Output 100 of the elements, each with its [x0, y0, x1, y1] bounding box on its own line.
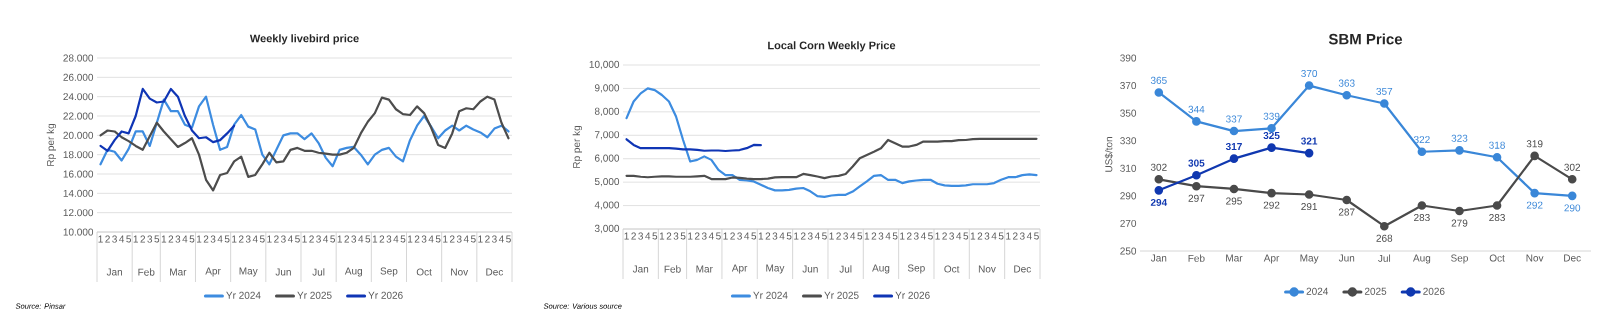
y-tick-label: 12.000 [63, 209, 94, 217]
legend-label: Yr 2024 [226, 291, 261, 299]
x-tick-label: 1 [161, 235, 167, 243]
x-tick-label: 2 [414, 235, 420, 243]
x-tick-label: 2 [765, 232, 771, 240]
text: Sep [380, 267, 398, 277]
x-tick-label: 5 [963, 232, 969, 240]
text: Sep [907, 264, 925, 274]
y-axis-title: Rp per kg [46, 123, 57, 166]
x-tick-label: 1 [758, 232, 764, 240]
x-tick-label: 3 [210, 235, 216, 243]
data-label: 325 [1263, 131, 1280, 140]
x-tick-label: 1 [232, 235, 237, 243]
point [1455, 146, 1464, 155]
x-tick-label: Oct [1489, 254, 1505, 262]
chart-title: Local Corn Weekly Price [768, 41, 896, 52]
x-tick-label: 2 [977, 232, 983, 240]
x-tick-label: 1 [864, 232, 870, 240]
y-tick-label: 18.000 [63, 151, 94, 159]
y-tick-label: 270 [1120, 219, 1137, 227]
x-tick-label: 1 [372, 235, 378, 243]
x-tick-label: 5 [751, 232, 757, 240]
y-tick-label: 250 [1120, 247, 1137, 255]
x-tick-label: 5 [822, 232, 827, 240]
x-tick-label: 3 [456, 235, 462, 243]
y-tick-label: 3,000 [594, 224, 620, 234]
x-tick-label: 2 [485, 235, 490, 243]
point [1267, 188, 1276, 198]
point [1530, 188, 1539, 198]
x-tick-label: 3 [421, 235, 427, 243]
text: Oct [416, 268, 432, 276]
data-label: 365 [1150, 76, 1167, 84]
x-tick-label: 1 [443, 235, 448, 243]
point [1192, 170, 1201, 180]
text: Mar [696, 265, 713, 273]
data-label: 318 [1489, 141, 1505, 149]
y-axis-title: Rp per kg [572, 125, 583, 168]
x-tick-label: 5 [330, 235, 336, 243]
data-label: 337 [1226, 115, 1242, 123]
x-tick-label: 5 [295, 235, 300, 243]
text: Dec [486, 268, 504, 276]
point [1304, 190, 1314, 199]
x-tick-label: Jul [1378, 254, 1391, 262]
y-tick-label: 5,000 [594, 178, 620, 187]
point [1567, 175, 1577, 184]
data-label: 357 [1376, 87, 1393, 95]
x-tick-label: 4 [498, 235, 504, 243]
x-tick-label: 3 [878, 232, 884, 240]
legend-label: Yr 2024 [753, 291, 788, 299]
data-label: 294 [1150, 198, 1168, 206]
line-series [99, 87, 236, 152]
x-tick-label: 5 [400, 235, 406, 243]
x-tick-label: 3 [175, 235, 181, 243]
point [1455, 206, 1464, 216]
x-tick-label: 4 [814, 232, 820, 240]
x-tick-label: 1 [302, 235, 307, 243]
x-tick-label: 2 [309, 235, 314, 243]
point [1229, 184, 1239, 194]
x-tick-label: 2 [800, 232, 806, 240]
x-tick-label: 5 [154, 235, 160, 243]
x-tick-label: 4 [645, 232, 651, 240]
x-tick-label: 3 [492, 235, 497, 243]
x-tick-label: 3 [147, 235, 153, 243]
data-label: 283 [1489, 214, 1505, 222]
x-tick-label: 1 [267, 235, 272, 243]
x-tick-label: 3 [1019, 232, 1025, 240]
x-tick-label: 5 [189, 235, 195, 243]
x-tick-label: 4 [182, 235, 188, 243]
x-tick-label: 5 [259, 235, 265, 243]
y-axis-title: US$/ton [1104, 137, 1113, 172]
y-tick-label: 7,000 [594, 131, 620, 140]
x-tick-label: 2 [836, 232, 841, 240]
x-tick-label: 2 [730, 232, 735, 240]
x-tick-label: 2 [274, 235, 279, 243]
x-tick-label: 1 [829, 232, 834, 240]
text: Jun [275, 268, 291, 276]
x-tick-label: 4 [287, 235, 293, 243]
x-tick-label: 3 [281, 235, 286, 243]
x-tick-label: 4 [323, 235, 329, 243]
x-tick-label: 5 [470, 235, 476, 243]
point [1154, 175, 1164, 184]
chart-title: SBM Price [1328, 33, 1403, 45]
text: Jan [632, 265, 649, 273]
x-tick-label: 4 [920, 232, 926, 240]
x-tick-label: Aug [1413, 254, 1431, 264]
text: Oct [944, 265, 960, 273]
x-tick-label: 3 [949, 232, 955, 240]
x-tick-label: Mar [1226, 254, 1243, 262]
point [1492, 201, 1502, 210]
x-tick-label: 2 [1012, 232, 1018, 240]
x-tick-label: 5 [506, 235, 511, 243]
text: Nov [978, 265, 996, 273]
x-tick-label: 2 [379, 235, 385, 243]
y-tick-label: 370 [1120, 82, 1137, 90]
x-tick-label: 4 [393, 235, 399, 243]
x-tick-label: 2 [168, 235, 174, 243]
data-label: 291 [1301, 203, 1317, 211]
data-label: 322 [1413, 136, 1430, 144]
x-tick-label: 4 [708, 232, 714, 240]
x-tick-label: 3 [386, 235, 392, 243]
